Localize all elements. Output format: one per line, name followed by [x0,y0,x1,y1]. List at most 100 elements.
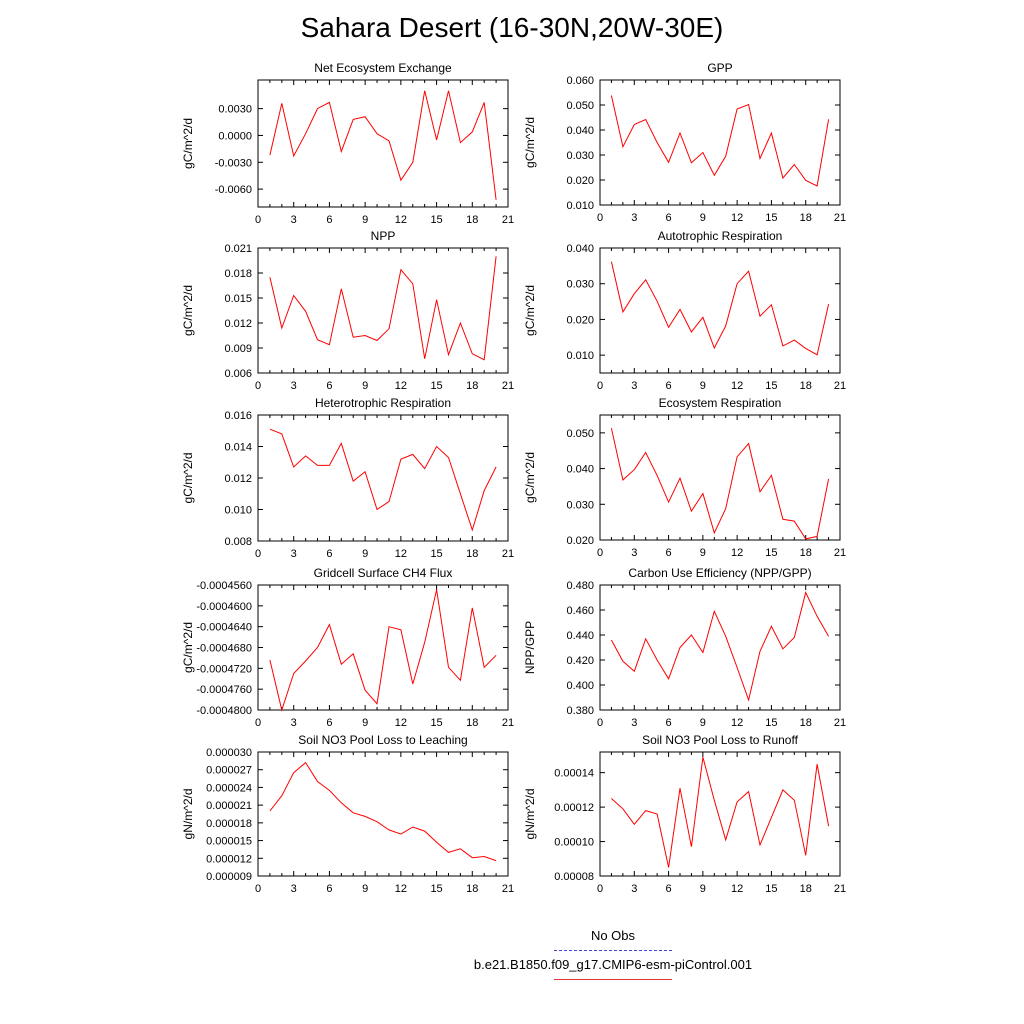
x-tick-label: 21 [502,883,514,895]
y-tick-label: 0.060 [566,75,594,87]
y-tick-label: 0.00014 [554,768,594,780]
x-tick-label: 21 [834,212,846,224]
chart-title: Autotrophic Respiration [658,229,783,243]
y-tick-label: 0.000027 [206,765,252,777]
y-tick-label: 0.010 [566,200,594,212]
y-axis-label: gC/m^2/d [181,453,195,504]
x-tick-label: 15 [430,717,442,729]
x-tick-label: 3 [291,380,297,392]
x-tick-label: 18 [466,214,478,226]
x-tick-label: 3 [291,717,297,729]
y-tick-label: 0.000030 [206,747,252,759]
x-tick-label: 0 [255,717,261,729]
chart-title: Heterotrophic Respiration [315,396,451,410]
chart-title: Ecosystem Respiration [659,396,782,410]
x-tick-label: 6 [326,717,332,729]
y-tick-label: 0.050 [566,100,594,112]
x-tick-label: 6 [326,380,332,392]
y-tick-label: -0.0004640 [196,622,252,634]
plot-frame [257,584,509,711]
x-tick-label: 9 [700,883,706,895]
y-tick-label: 0.000012 [206,853,252,865]
y-tick-label: -0.0004560 [196,580,252,592]
chart-title: Soil NO3 Pool Loss to Runoff [642,733,799,747]
x-tick-label: 12 [395,548,407,560]
chart-panel-3: Autotrophic Respiration gC/m^2/d 0 3 6 9 12 15 1… [523,229,846,392]
x-tick-label: 9 [700,212,706,224]
series-line-0 [611,757,830,868]
x-tick-label: 12 [395,717,407,729]
y-tick-label: 0.015 [224,293,252,305]
x-tick-label: 18 [800,380,812,392]
y-tick-label: 0.030 [566,499,594,511]
x-tick-label: 21 [502,548,514,560]
y-tick-label: 0.460 [566,605,594,617]
series-line-0 [610,95,830,187]
y-tick-label: 0.0000 [218,130,252,142]
x-tick-label: 3 [631,380,637,392]
x-tick-label: 6 [666,883,672,895]
y-tick-label: 0.440 [566,630,594,642]
chart-panel-9: Soil NO3 Pool Loss to Runoff gN/m^2/d 0 3 6 9… [523,733,846,895]
x-tick-label: 9 [362,883,368,895]
x-tick-label: 12 [731,547,743,559]
y-tick-label: -0.0004760 [196,684,252,696]
y-axis-label: NPP/GPP [523,621,537,674]
x-tick-label: 15 [765,212,777,224]
x-tick-label: 6 [666,547,672,559]
x-tick-label: 21 [502,717,514,729]
legend-line-model [554,979,672,980]
x-tick-label: 15 [765,883,777,895]
y-tick-label: 0.040 [566,243,594,255]
x-tick-label: 0 [597,717,603,729]
x-tick-label: 6 [666,380,672,392]
x-tick-label: 21 [834,717,846,729]
x-tick-label: 3 [291,883,297,895]
y-tick-label: 0.0030 [218,104,252,116]
x-tick-label: 3 [631,212,637,224]
y-tick-label: 0.000024 [206,782,252,794]
plot-frame [599,79,841,206]
x-tick-label: 0 [255,214,261,226]
y-tick-label: 0.000021 [206,800,252,812]
y-tick-label: -0.0004720 [196,663,252,675]
chart-title: Soil NO3 Pool Loss to Leaching [298,733,467,747]
y-axis-label: gN/m^2/d [523,789,537,840]
y-tick-label: 0.030 [566,150,594,162]
y-tick-label: 0.012 [224,318,252,330]
x-tick-label: 0 [597,883,603,895]
x-tick-label: 12 [731,717,743,729]
y-tick-label: -0.0004600 [196,601,252,613]
x-tick-label: 15 [430,380,442,392]
y-axis-label: gC/m^2/d [523,285,537,336]
x-tick-label: 15 [430,214,442,226]
chart-panel-5: Ecosystem Respiration gC/m^2/d 0 3 6 9 12 15 18 2… [523,396,846,559]
x-tick-label: 6 [326,548,332,560]
x-tick-label: 0 [597,212,603,224]
y-tick-label: 0.030 [566,279,594,291]
y-tick-label: 0.00008 [554,871,594,883]
x-tick-label: 9 [362,717,368,729]
y-tick-label: 0.480 [566,580,594,592]
plot-frame [599,584,841,711]
x-tick-label: 3 [291,548,297,560]
x-tick-label: 18 [800,717,812,729]
y-axis-label: gC/m^2/d [523,452,537,503]
y-tick-label: 0.050 [566,428,594,440]
page-title: Sahara Desert (16-30N,20W-30E) [300,12,724,43]
x-tick-label: 21 [834,380,846,392]
x-tick-label: 6 [326,883,332,895]
x-tick-label: 12 [395,883,407,895]
y-tick-label: -0.0030 [215,157,252,169]
x-tick-label: 15 [765,717,777,729]
chart-panel-7: Carbon Use Efficiency (NPP/GPP) NPP/GPP 0 3… [523,566,846,729]
plot-frame [599,751,841,877]
x-tick-label: 21 [834,883,846,895]
x-tick-label: 9 [700,717,706,729]
plot-frame [257,247,509,374]
plot-frame [599,414,841,541]
series-line-0 [269,428,497,532]
y-tick-label: 0.021 [224,243,252,255]
series-line-0 [610,591,830,702]
